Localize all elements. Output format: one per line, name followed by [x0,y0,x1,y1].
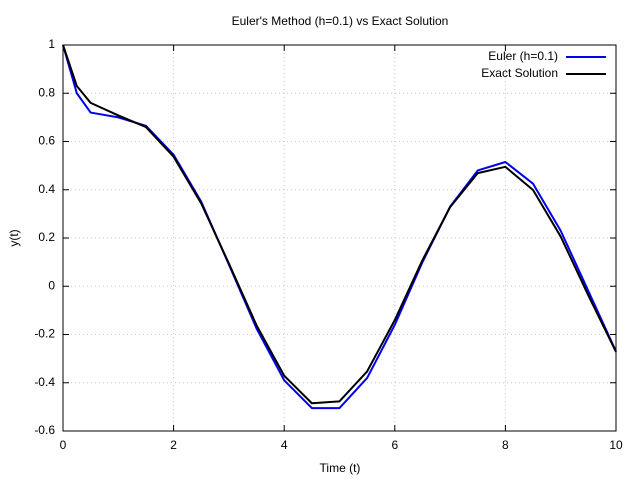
y-axis-label: y(t) [7,229,21,246]
y-tick-label: 1 [48,37,55,51]
x-tick-label: 8 [502,438,509,452]
x-tick-label: 4 [281,438,288,452]
y-tick-label: 0 [48,278,55,292]
line-series [62,44,617,410]
x-tick-label: 10 [609,438,623,452]
x-tick-label: 6 [391,438,398,452]
y-tick-label: 0.4 [38,182,55,196]
y-tick-label: 0.2 [38,230,55,244]
y-tick-label: -0.4 [34,375,55,389]
x-axis-label: Time (t) [320,461,361,475]
plot-frame [62,44,617,432]
x-tick-label: 0 [60,438,67,452]
legend-label: Euler (h=0.1) [488,49,558,63]
chart-title: Euler's Method (h=0.1) vs Exact Solution [232,14,449,28]
legend-label: Exact Solution [481,66,558,80]
y-tick-label: 0.8 [38,85,55,99]
y-tick-label: -0.2 [34,327,55,341]
y-tick-label: 0.6 [38,134,55,148]
y-tick-label: -0.6 [34,423,55,437]
line-series [62,44,617,405]
x-tick-label: 2 [170,438,177,452]
